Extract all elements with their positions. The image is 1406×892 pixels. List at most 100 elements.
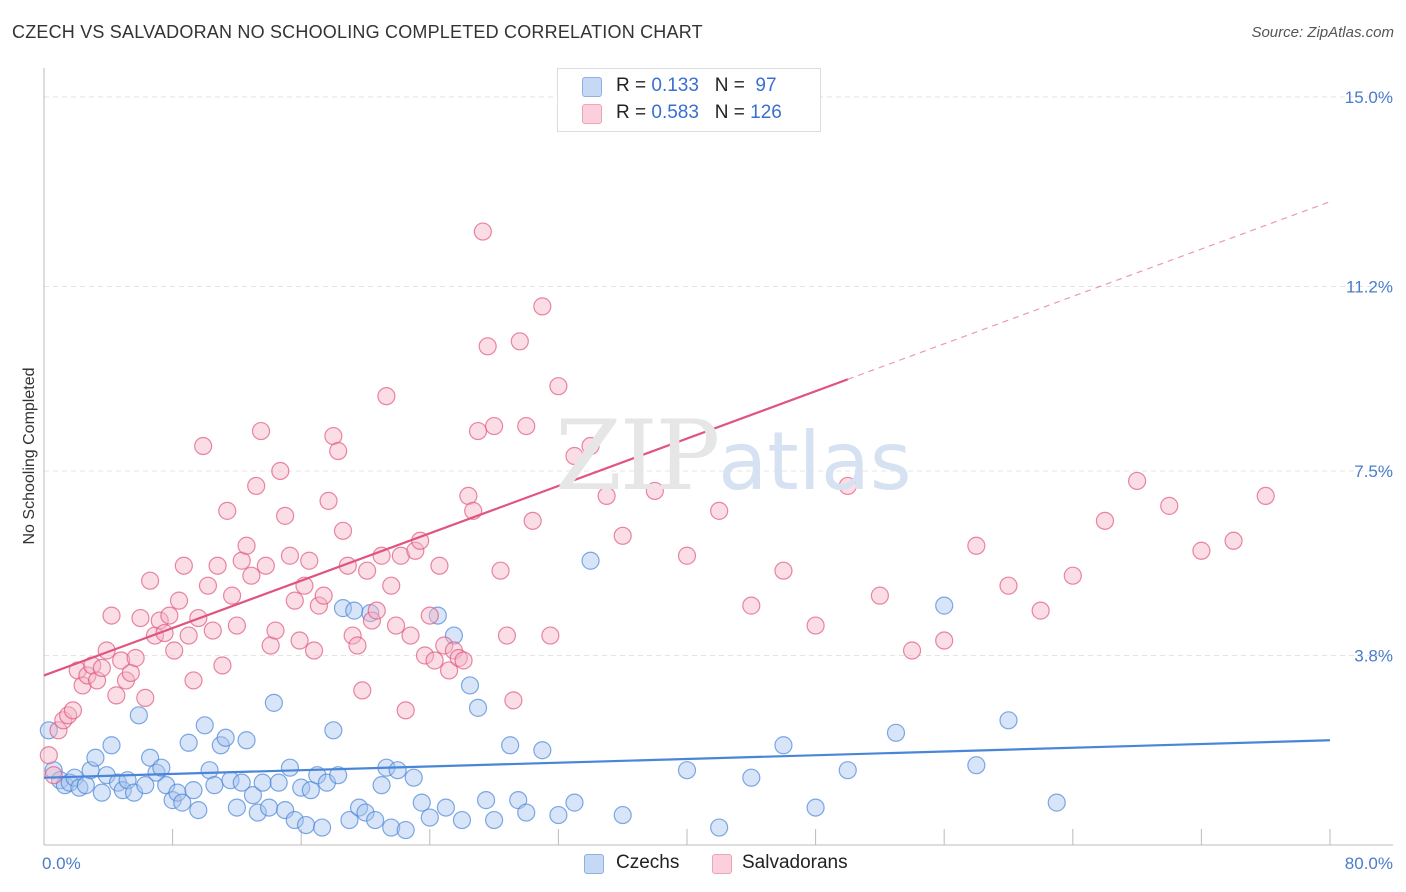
- point-salvadorans-98: [523, 511, 542, 530]
- point-salvadorans-90: [473, 222, 492, 241]
- point-salvadorans-27: [169, 591, 189, 610]
- point-salvadorans-43: [247, 476, 266, 496]
- point-salvadorans-39: [227, 616, 246, 635]
- point-czechs-61: [366, 810, 385, 830]
- point-salvadorans-110: [774, 561, 793, 580]
- point-salvadorans-93: [491, 561, 510, 580]
- point-salvadorans-104: [597, 486, 616, 506]
- point-salvadorans-44: [251, 421, 271, 441]
- point-czechs-91: [838, 761, 857, 780]
- point-czechs-56: [340, 810, 359, 830]
- point-czechs-43: [269, 773, 288, 792]
- point-salvadorans-67: [362, 611, 382, 630]
- point-salvadorans-21: [140, 571, 160, 590]
- point-salvadorans-32: [194, 436, 213, 456]
- point-czechs-72: [444, 626, 464, 645]
- point-salvadorans-68: [367, 601, 386, 620]
- watermark-atlas: atlas: [718, 415, 912, 508]
- point-salvadorans-71: [382, 576, 401, 595]
- point-salvadorans-97: [517, 416, 536, 436]
- point-salvadorans-18: [126, 648, 145, 668]
- point-czechs-12: [102, 736, 121, 755]
- point-czechs-10: [92, 783, 111, 802]
- point-salvadorans-34: [203, 621, 222, 640]
- point-czechs-55: [333, 599, 353, 618]
- trend-line-salvadorans: [43, 378, 849, 677]
- point-salvadorans-123: [1192, 541, 1211, 560]
- y-axis-label: No Schooling Completed: [21, 368, 38, 545]
- point-salvadorans-95: [504, 691, 523, 710]
- point-czechs-67: [404, 768, 423, 787]
- stats-legend: R = 0.133 N = 97 R = 0.583 N = 126: [557, 68, 821, 132]
- y-tick-labels: 3.8% 7.5% 11.2% 15.0%: [1345, 88, 1393, 666]
- point-czechs-86: [677, 761, 697, 780]
- point-salvadorans-117: [999, 576, 1018, 595]
- point-salvadorans-64: [348, 636, 367, 655]
- point-czechs-81: [533, 741, 552, 760]
- point-salvadorans-38: [222, 586, 242, 605]
- point-salvadorans-33: [198, 576, 218, 595]
- point-salvadorans-107: [677, 546, 697, 565]
- point-czechs-90: [806, 798, 825, 817]
- point-czechs-17: [129, 706, 148, 725]
- legend-stats-salvadorans: R = 0.583 N = 126: [616, 102, 782, 123]
- bottom-swatch-czechs: [584, 854, 604, 874]
- point-czechs-75: [468, 698, 488, 717]
- point-salvadorans-19: [131, 608, 150, 628]
- y-tick-label-0: 3.8%: [1354, 646, 1393, 665]
- legend-swatch-salvadorans: [582, 104, 602, 124]
- point-salvadorans-102: [565, 446, 584, 466]
- point-salvadorans-91: [478, 337, 497, 356]
- point-salvadorans-20: [136, 688, 155, 707]
- point-salvadorans-56: [309, 596, 328, 615]
- chart-title: CZECH VS SALVADORAN NO SCHOOLING COMPLET…: [12, 22, 703, 42]
- point-czechs-65: [388, 761, 407, 780]
- point-czechs-57: [345, 601, 364, 620]
- point-czechs-71: [436, 798, 455, 817]
- point-salvadorans-57: [314, 586, 333, 605]
- point-czechs-29: [195, 716, 214, 735]
- point-salvadorans-94: [497, 626, 517, 645]
- point-salvadorans-120: [1095, 511, 1115, 530]
- point-czechs-39: [248, 803, 267, 822]
- point-salvadorans-30: [184, 671, 203, 690]
- point-salvadorans-48: [271, 461, 290, 481]
- axes: [43, 68, 1393, 846]
- point-czechs-94: [967, 756, 986, 775]
- point-salvadorans-92: [485, 416, 504, 436]
- y-tick-label-3: 15.0%: [1345, 88, 1393, 107]
- point-salvadorans-78: [415, 646, 435, 665]
- point-czechs-9: [86, 748, 105, 767]
- trend-lines: [43, 201, 1331, 779]
- point-salvadorans-47: [266, 621, 285, 640]
- bottom-label-salvadorans: Salvadorans: [742, 852, 848, 873]
- point-salvadorans-3: [54, 711, 73, 730]
- point-salvadorans-72: [386, 616, 406, 635]
- point-salvadorans-114: [902, 641, 922, 660]
- point-czechs-73: [452, 810, 472, 830]
- point-salvadorans-37: [218, 501, 237, 520]
- point-salvadorans-86: [454, 651, 473, 670]
- point-salvadorans-108: [710, 501, 729, 520]
- point-czechs-44: [276, 800, 295, 820]
- point-czechs-51: [312, 818, 332, 837]
- point-salvadorans-80: [425, 651, 444, 670]
- point-salvadorans-76: [406, 541, 425, 560]
- point-czechs-18: [136, 776, 155, 795]
- point-salvadorans-89: [468, 421, 488, 441]
- point-czechs-45: [280, 758, 300, 777]
- point-salvadorans-125: [1256, 486, 1275, 506]
- point-salvadorans-55: [304, 641, 324, 660]
- point-czechs-31: [205, 776, 224, 795]
- point-salvadorans-35: [208, 556, 227, 575]
- point-czechs-76: [476, 791, 496, 810]
- point-czechs-93: [935, 596, 954, 615]
- point-czechs-36: [232, 773, 251, 792]
- point-czechs-95: [999, 711, 1018, 730]
- point-czechs-74: [460, 676, 480, 695]
- point-czechs-96: [1047, 793, 1066, 812]
- point-salvadorans-112: [838, 476, 857, 496]
- point-salvadorans-82: [435, 636, 454, 655]
- point-salvadorans-50: [280, 546, 300, 565]
